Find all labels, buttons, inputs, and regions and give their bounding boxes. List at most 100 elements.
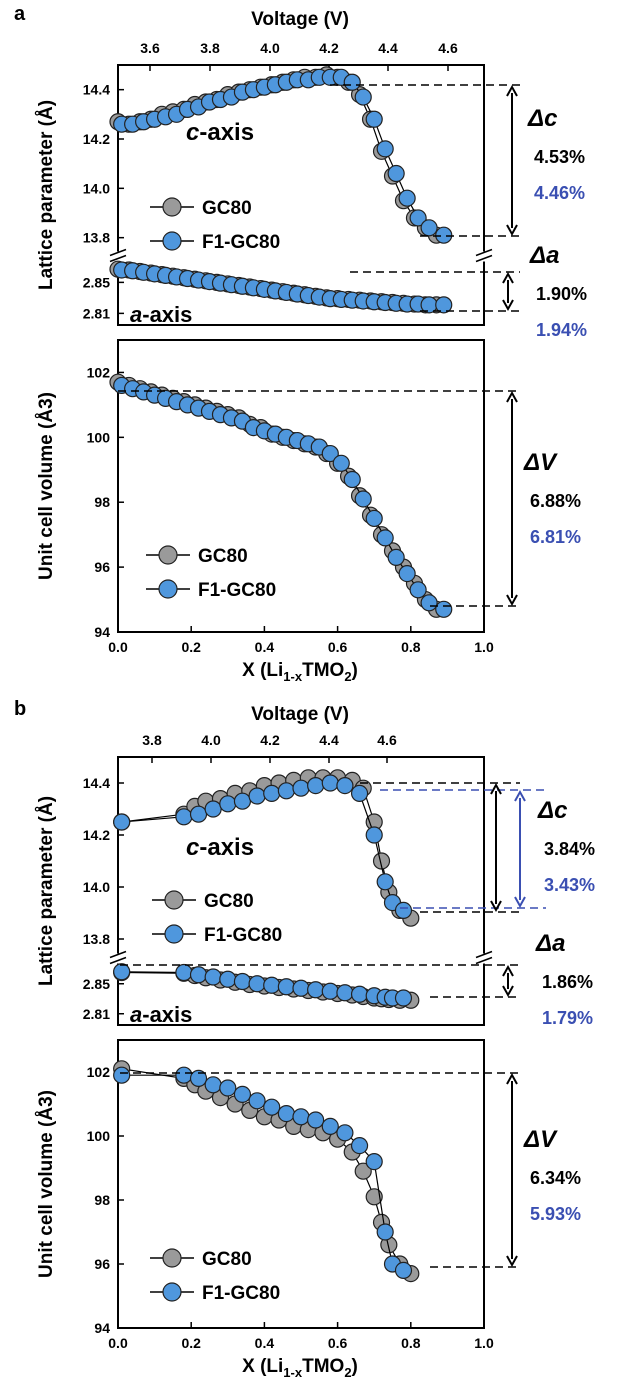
top-tick-label: 3.8 — [200, 40, 220, 56]
c-axis-point — [420, 219, 438, 237]
c-axis-series-f1-gc80 — [113, 68, 453, 244]
top-tick-label: 4.6 — [438, 40, 458, 56]
volume-point — [175, 1066, 193, 1084]
a-axis-label: a-axis — [130, 302, 192, 327]
a-axis-series-f1-gc80 — [113, 963, 413, 1007]
delta-c-symbol: Δc — [527, 105, 557, 132]
panel-label: b — [14, 698, 26, 720]
a-axis-point — [233, 972, 252, 991]
c-ytick-label: 14.4 — [83, 82, 110, 98]
x-axis-title: X (Li1-xTMO2) — [242, 660, 358, 684]
delta-v-arrow-head-top — [506, 390, 518, 403]
a-ytick-label: 2.85 — [83, 976, 110, 992]
lattice-frame — [117, 756, 485, 1026]
c-ytick-label: 13.8 — [83, 230, 110, 246]
c-axis-point — [321, 774, 339, 792]
panel-label: a — [14, 3, 26, 25]
volume-point — [336, 1124, 354, 1142]
a-axis-series-f1-gc80 — [113, 261, 453, 314]
lattice-legend-label: F1-GC80 — [202, 232, 280, 253]
top-tick-label: 4.2 — [260, 732, 280, 748]
delta-v-gc80-value: 6.88% — [530, 491, 581, 511]
lattice-frame — [117, 64, 485, 326]
volume-frame — [117, 339, 485, 633]
v-ytick-label: 98 — [94, 494, 110, 510]
volume-point — [189, 1069, 208, 1088]
top-tick-label: 4.4 — [378, 40, 398, 56]
x-tick-label: 0.8 — [401, 1335, 421, 1351]
c-axis-point — [292, 779, 310, 797]
c-axis-series-f1-gc80 — [113, 774, 413, 920]
a-ytick-label: 2.81 — [83, 1006, 110, 1022]
delta-c-f1gc80-value: 4.46% — [534, 183, 585, 203]
delta-a-arrow-head-bottom — [502, 299, 514, 312]
a-axis-point — [263, 976, 281, 994]
delta-c-symbol: Δc — [537, 797, 567, 824]
a-axis-point — [219, 970, 237, 988]
x-tick-label: 0.8 — [401, 639, 421, 655]
volume-series-f1-gc80 — [113, 376, 453, 618]
lattice-legend-label: GC80 — [202, 198, 252, 219]
v-ytick-label: 94 — [94, 1320, 110, 1336]
volume-legend-marker — [158, 545, 178, 565]
volume-point — [321, 1117, 339, 1136]
delta-v-arrow-head-bottom — [506, 1255, 518, 1268]
c-axis-point — [189, 805, 208, 823]
c-axis-point — [387, 164, 405, 183]
v-ytick-label: 98 — [94, 1192, 110, 1208]
lattice-ylabel: Lattice parameter (Å) — [36, 796, 57, 986]
volume-point — [113, 1066, 131, 1084]
a-axis-point — [394, 989, 413, 1007]
lattice-legend-label: F1-GC80 — [204, 925, 282, 946]
volume-point — [307, 1111, 325, 1129]
a-axis-label: a-axis — [130, 1002, 192, 1027]
volume-point — [204, 1076, 222, 1094]
panel-a: a Voltage (V) 3.6 3.8 4.0 4.2 4.4 4.6 Lattice pa… — [14, 3, 587, 684]
v-ytick-label: 100 — [87, 429, 111, 445]
delta-a-symbol: Δa — [535, 930, 565, 957]
delta-a-f1gc80-value: 1.94% — [536, 320, 587, 340]
c-axis-point — [233, 792, 252, 810]
top-axis-title: Voltage (V) — [251, 704, 349, 725]
c-axis-point — [365, 110, 383, 128]
x-tick-label: 0.2 — [181, 1335, 201, 1351]
c-axis-point — [248, 787, 266, 805]
c-axis-point — [263, 784, 281, 803]
c-axis-point — [204, 800, 222, 818]
delta-a-f1gc80-value: 1.79% — [542, 1008, 593, 1028]
v-ytick-label: 100 — [87, 1128, 111, 1144]
delta-v-f1gc80-value: 5.93% — [530, 1204, 581, 1224]
a-ytick-label: 2.81 — [83, 305, 110, 321]
x-tick-label: 0.0 — [108, 1335, 128, 1351]
top-axis-title: Voltage (V) — [251, 9, 349, 30]
volume-point — [376, 1223, 394, 1241]
a-axis-point — [336, 984, 354, 1002]
volume-series-line — [117, 381, 437, 610]
top-tick-label: 3.8 — [142, 732, 162, 748]
top-tick-label: 4.0 — [260, 40, 280, 56]
c-axis-point — [376, 140, 394, 158]
volume-frame — [117, 1039, 485, 1329]
delta-c-f1gc80-value: 3.43% — [544, 875, 595, 895]
volume-legend-label: GC80 — [198, 546, 248, 567]
delta-c-arrow-head-top — [490, 782, 502, 795]
volume-legend-label: GC80 — [202, 1249, 252, 1270]
volume-point — [420, 594, 438, 612]
lattice-legend-label: GC80 — [204, 891, 254, 912]
top-tick-label: 4.2 — [319, 40, 339, 56]
lattice-ylabel: Lattice parameter (Å) — [36, 100, 57, 290]
x-tick-label: 0.4 — [255, 1335, 275, 1351]
volume-point — [233, 1085, 252, 1104]
c-axis-point — [376, 873, 394, 891]
volume-point — [321, 444, 339, 463]
delta-c-arrow-blue-head-bottom — [514, 896, 526, 909]
top-tick-label: 4.4 — [319, 732, 339, 748]
c-axis-point — [409, 209, 427, 227]
volume-legend-label: F1-GC80 — [202, 1283, 280, 1304]
volume-point — [343, 470, 361, 489]
delta-a-arrow-head-bottom — [502, 985, 514, 998]
axis-break-mark — [109, 248, 127, 257]
volume-point — [387, 548, 405, 566]
volume-point — [277, 1104, 295, 1123]
v-ytick-label: 96 — [94, 1256, 110, 1272]
